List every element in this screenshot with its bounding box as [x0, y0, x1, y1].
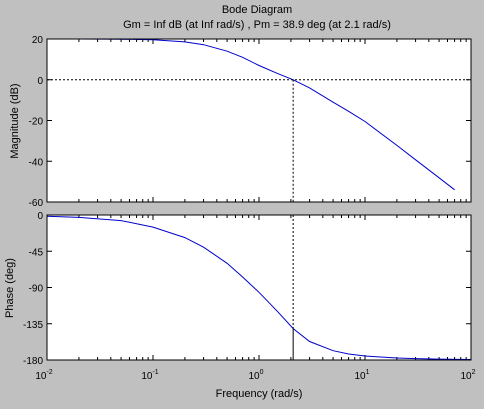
- phase-series-line-0: [46, 215, 472, 360]
- x-tick-base: 10: [35, 371, 47, 382]
- chart-subtitle: Gm = Inf dB (at Inf rad/s) , Pm = 38.9 d…: [123, 19, 391, 31]
- x-tick-label-1: 10-1: [141, 369, 158, 382]
- magnitude-y-tick-label-2: -20: [29, 117, 44, 128]
- magnitude-y-tick-label-3: -40: [29, 157, 44, 168]
- phase-axes: [47, 215, 471, 360]
- x-tick-exponent: 1: [366, 369, 370, 376]
- magnitude-y-tick-label-4: -60: [29, 198, 44, 209]
- phase-axes-frame: [46, 214, 472, 361]
- magnitude-axes-frame: [46, 38, 472, 203]
- phase-y-tick-label-4: -180: [23, 356, 43, 367]
- magnitude-y-tick-label-1: 0: [37, 76, 43, 87]
- phase-y-tick-label-1: -45: [29, 247, 44, 258]
- x-tick-label-0: 10-2: [35, 369, 52, 382]
- x-tick-label-2: 100: [248, 369, 263, 382]
- phase-y-tick-label-3: -135: [23, 320, 43, 331]
- x-tick-label-3: 101: [354, 369, 369, 382]
- magnitude-y-tick-label-0: 20: [32, 35, 44, 46]
- x-tick-labels: 10-2 10-1 100 101 102: [35, 369, 475, 382]
- phase-y-tick-label-2: -90: [29, 284, 44, 295]
- x-tick-label-4: 102: [460, 369, 475, 382]
- x-tick-exponent: 0: [260, 369, 264, 376]
- x-tick-exponent: -2: [46, 369, 52, 376]
- x-tick-base: 10: [141, 371, 153, 382]
- chart-title: Bode Diagram: [222, 4, 292, 16]
- phase-y-tick-label-0: 0: [37, 211, 43, 222]
- x-tick-base: 10: [460, 371, 472, 382]
- x-tick-base: 10: [354, 371, 366, 382]
- x-tick-base: 10: [248, 371, 260, 382]
- x-tick-exponent: -1: [152, 369, 158, 376]
- magnitude-axes: [47, 39, 471, 202]
- magnitude-series-line-0: [47, 38, 455, 191]
- x-axis-label: Frequency (rad/s): [216, 388, 303, 400]
- magnitude-axis-label: Magnitude (dB): [9, 83, 21, 158]
- x-tick-exponent: 2: [472, 369, 476, 376]
- phase-axis-label: Phase (deg): [4, 258, 16, 318]
